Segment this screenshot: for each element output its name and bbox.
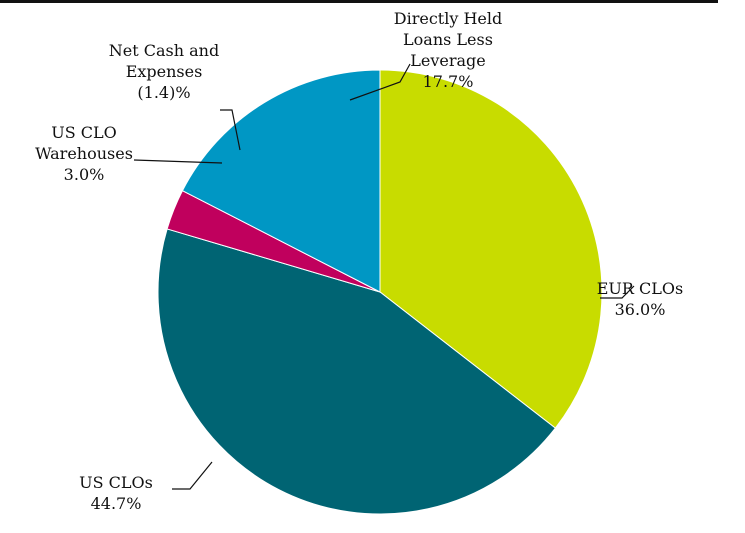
pie-slice-1	[157, 228, 557, 515]
slice-label-1: US CLOs 44.7%	[79, 473, 153, 513]
slice-label-line-3-0: Net Cash and	[109, 41, 219, 60]
slice-label-0: EUR CLOs 36.0%	[597, 279, 684, 319]
slice-value-2: 3.0%	[64, 165, 105, 184]
slice-label-4: Directly Held Loans Less Leverage 17.7%	[394, 9, 502, 91]
slice-value-0: 36.0%	[615, 300, 666, 319]
slice-label-line-2-1: Warehouses	[35, 144, 133, 163]
slice-label-line-1-0: US CLOs	[79, 473, 153, 492]
slice-label-line-2-0: US CLO	[51, 123, 117, 142]
slice-value-4: 17.7%	[423, 72, 474, 91]
slice-label-line-0-0: EUR CLOs	[597, 279, 684, 298]
pie-slice-4	[181, 69, 381, 293]
slice-label-line-4-1: Loans Less	[403, 30, 493, 49]
slice-label-line-4-0: Directly Held	[394, 9, 502, 28]
leader-line-4	[349, 63, 411, 101]
slice-label-2: US CLO Warehouses 3.0%	[35, 123, 133, 184]
slice-value-3: (1.4)%	[137, 83, 190, 102]
top-rule	[0, 0, 718, 3]
slice-label-line-3-1: Expenses	[126, 62, 203, 81]
leader-line-1	[172, 461, 213, 490]
slice-value-1: 44.7%	[91, 494, 142, 513]
leader-line-0	[600, 285, 635, 299]
leader-line-2	[133, 159, 223, 164]
slice-label-3: Net Cash and Expenses (1.4)%	[109, 41, 219, 102]
pie-slice-0	[379, 69, 603, 429]
leader-line-3	[220, 109, 241, 151]
slice-label-line-4-2: Leverage	[410, 51, 486, 70]
